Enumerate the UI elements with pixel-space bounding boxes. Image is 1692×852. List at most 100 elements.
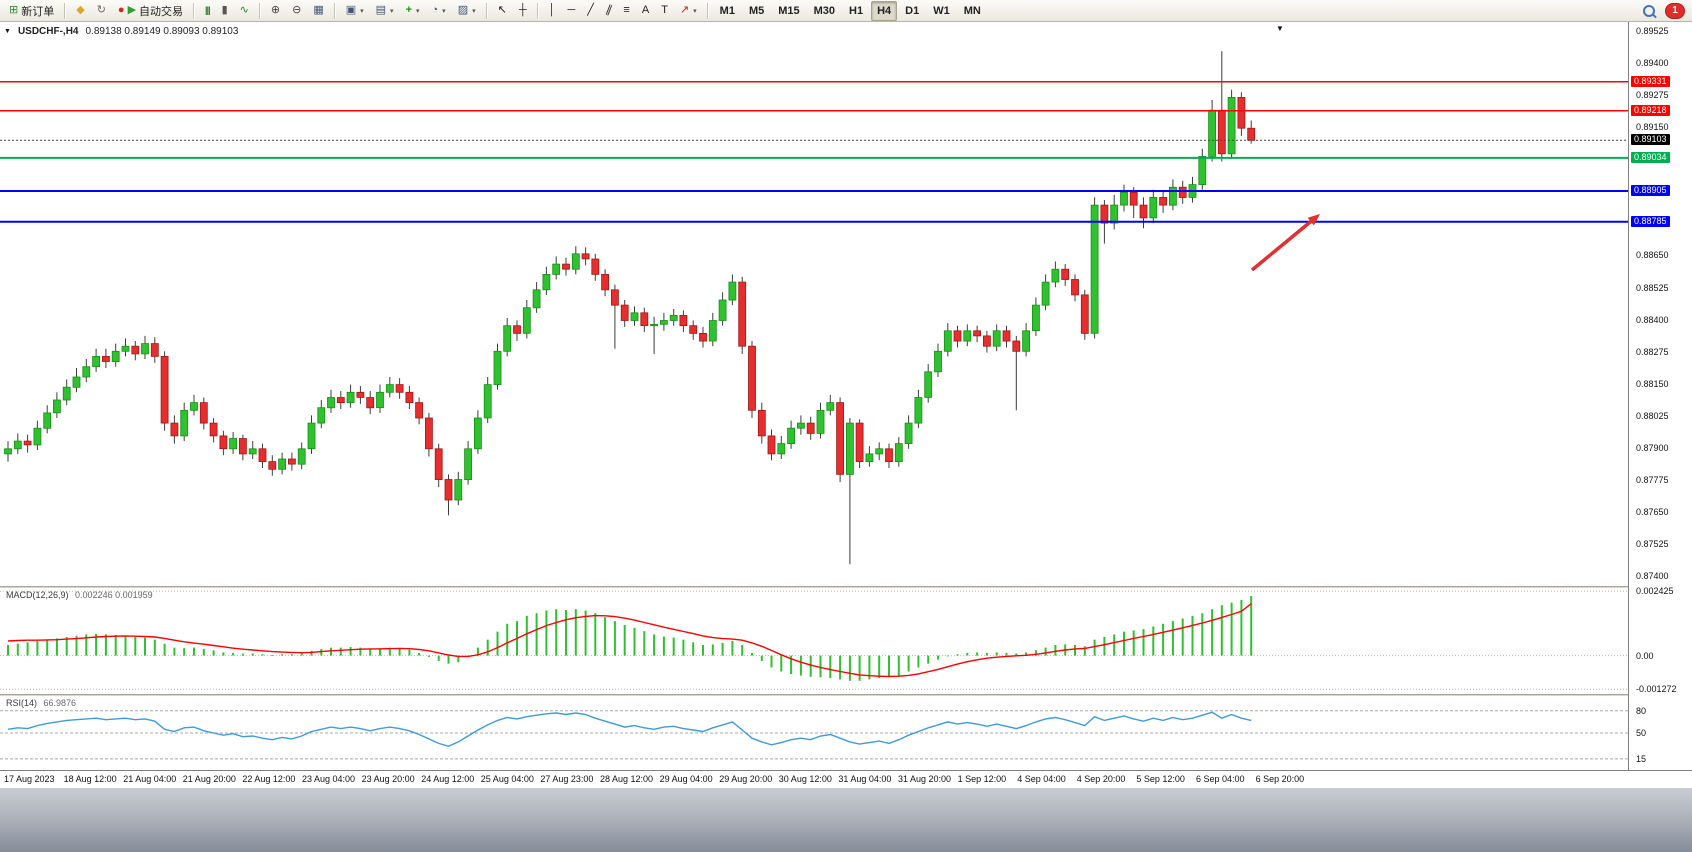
price-tick: 0.87400 bbox=[1636, 571, 1669, 581]
channel-button[interactable]: ∥ bbox=[601, 1, 617, 21]
time-label: 25 Aug 04:00 bbox=[480, 774, 534, 784]
line-chart-button[interactable]: ∿ bbox=[235, 1, 254, 21]
bar-chart-icon: ||| bbox=[205, 5, 210, 15]
dropdown-caret-icon: ▾ bbox=[360, 7, 364, 15]
trendline-icon: ╱ bbox=[587, 4, 594, 16]
timeframe-h4-button-label: H4 bbox=[877, 4, 892, 17]
templates-button[interactable]: ▨ ▾ bbox=[453, 1, 481, 21]
price-badge-0.89218[interactable]: 0.89218 bbox=[1631, 104, 1670, 116]
main-chart[interactable] bbox=[0, 22, 1628, 586]
macd-axis-tick: 0.00 bbox=[1636, 650, 1654, 661]
time-label: 31 Aug 20:00 bbox=[898, 774, 952, 784]
price-badge-0.88785[interactable]: 0.88785 bbox=[1631, 215, 1670, 227]
autotrading-button[interactable]: ● ▶ 自动交易 bbox=[113, 1, 188, 21]
time-label: 24 Aug 12:00 bbox=[421, 774, 475, 784]
chart-plots: ▼ USDCHF-,H4 0.89138 0.89149 0.89093 0.8… bbox=[0, 22, 1628, 770]
macd-panel[interactable] bbox=[0, 588, 1628, 694]
panel-separator[interactable] bbox=[0, 694, 1628, 696]
autotrading-button-label: 自动交易 bbox=[139, 5, 184, 18]
charts-grid-button[interactable]: ◆ bbox=[71, 1, 89, 21]
label-button[interactable]: T bbox=[656, 1, 673, 21]
new-chart-button[interactable]: ▣ ▾ bbox=[341, 1, 369, 21]
search-icon bbox=[1643, 4, 1655, 17]
rsi-panel[interactable] bbox=[0, 696, 1628, 770]
price-tick: 0.89400 bbox=[1636, 58, 1669, 69]
price-tick: 0.87525 bbox=[1636, 538, 1669, 549]
text-button[interactable]: A bbox=[637, 1, 654, 21]
timeframe-m1-button[interactable]: M1 bbox=[714, 1, 741, 21]
price-tick: 0.89150 bbox=[1636, 122, 1669, 133]
zoom-out-button[interactable]: ⊖ bbox=[287, 1, 306, 21]
time-label: 23 Aug 04:00 bbox=[302, 774, 356, 784]
timeframe-mn-button[interactable]: MN bbox=[958, 1, 987, 21]
candlestick-button[interactable]: ▮ bbox=[217, 1, 233, 21]
time-label: 27 Aug 23:00 bbox=[540, 774, 594, 784]
toolbar-separator bbox=[333, 2, 336, 19]
time-label: 5 Sep 12:00 bbox=[1136, 774, 1185, 784]
trendline-button[interactable]: ╱ bbox=[582, 1, 599, 21]
fibonacci-button[interactable]: ≡ bbox=[618, 1, 634, 21]
price-tick: 0.87775 bbox=[1636, 474, 1669, 485]
bar-chart-button[interactable]: ||| bbox=[200, 1, 215, 21]
panel-separator[interactable] bbox=[0, 586, 1628, 588]
scroll-to-end-icon[interactable]: ▼ bbox=[1276, 24, 1284, 33]
timeframe-d1-button[interactable]: D1 bbox=[899, 1, 925, 21]
horizontal-line-button[interactable]: ─ bbox=[563, 1, 581, 21]
indicators-icon: + bbox=[405, 4, 412, 16]
price-badge-0.89034[interactable]: 0.89034 bbox=[1631, 151, 1670, 163]
tile-windows-button[interactable]: ▦ bbox=[308, 1, 328, 21]
horizontal-line-icon: ─ bbox=[567, 4, 576, 16]
time-label: 6 Sep 04:00 bbox=[1196, 774, 1245, 784]
price-tick: 0.88525 bbox=[1636, 282, 1669, 293]
periods-button[interactable]: ◔ ▾ bbox=[427, 1, 451, 21]
timeframe-m30-button[interactable]: M30 bbox=[808, 1, 841, 21]
timeframe-mn-button-label: MN bbox=[963, 4, 981, 17]
price-tick: 0.89275 bbox=[1636, 90, 1669, 101]
refresh-icon: ↻ bbox=[96, 4, 106, 16]
toolbar-buttons: ⊞ 新订单 ◆ ↻ ● ▶ 自动交易 ||| ▮ ∿ ⊕ ⊖ ▦ ▣ ▾ ▤ ▾ + ▾ ◔ ▾ ▨ ▾ ↖ ┼ │ ─ ╱ ∥ ≡ A T ↗… bbox=[3, 0, 1637, 21]
search-button[interactable] bbox=[1638, 1, 1660, 21]
time-label: 29 Aug 04:00 bbox=[659, 774, 713, 784]
timeframe-w1-button[interactable]: W1 bbox=[927, 1, 956, 21]
timeframe-m15-button[interactable]: M15 bbox=[772, 1, 805, 21]
arrows-button[interactable]: ↗ ▾ bbox=[675, 1, 702, 21]
vertical-line-button[interactable]: │ bbox=[544, 1, 561, 21]
price-tick: 0.87650 bbox=[1636, 506, 1669, 517]
zoom-in-button[interactable]: ⊕ bbox=[266, 1, 285, 21]
rsi-axis-tick: 50 bbox=[1636, 728, 1647, 738]
macd-axis-tick: -0.001272 bbox=[1636, 684, 1677, 695]
price-badge-0.88905[interactable]: 0.88905 bbox=[1631, 185, 1670, 196]
time-label: 31 Aug 04:00 bbox=[838, 774, 892, 784]
price-axis[interactable]: 0.89525 0.89400 0.89275 0.89150 0.88650 0.885… bbox=[1628, 22, 1692, 770]
zoom-out-icon: ⊖ bbox=[292, 4, 302, 16]
price-badge-0.89103[interactable]: 0.89103 bbox=[1631, 134, 1670, 146]
crosshair-button[interactable]: ┼ bbox=[514, 1, 532, 21]
refresh-button[interactable]: ↻ bbox=[92, 1, 111, 21]
toolbar-separator bbox=[485, 2, 488, 19]
new-order-button[interactable]: ⊞ 新订单 bbox=[4, 1, 59, 21]
cursor-button[interactable]: ↖ bbox=[493, 1, 512, 21]
toolbar-separator bbox=[193, 2, 196, 19]
time-label: 18 Aug 12:00 bbox=[63, 774, 117, 784]
indicators-button[interactable]: + ▾ bbox=[401, 1, 425, 21]
time-label: 22 Aug 12:00 bbox=[242, 774, 296, 784]
timeframe-m1-button-label: M1 bbox=[719, 4, 735, 17]
vertical-line-icon: │ bbox=[548, 4, 556, 16]
fibonacci-icon: ≡ bbox=[623, 4, 630, 16]
timeframe-h4-button[interactable]: H4 bbox=[871, 0, 898, 21]
price-badge-0.89331[interactable]: 0.89331 bbox=[1631, 75, 1670, 87]
channel-icon: ∥ bbox=[604, 3, 614, 17]
price-tick: 0.88650 bbox=[1636, 250, 1669, 261]
notification-badge[interactable]: 1 bbox=[1665, 2, 1685, 19]
time-axis[interactable]: 17 Aug 2023 18 Aug 12:00 21 Aug 04:00 21 Au… bbox=[0, 770, 1692, 788]
timeframe-w1-button-label: W1 bbox=[933, 4, 950, 17]
toolbar-separator bbox=[706, 2, 709, 19]
rsi-axis-tick: 15 bbox=[1636, 753, 1647, 764]
price-tick: 0.88025 bbox=[1636, 410, 1669, 421]
profiles-button[interactable]: ▤ ▾ bbox=[371, 1, 399, 21]
timeframe-m30-button-label: M30 bbox=[813, 4, 836, 17]
timeframe-h1-button[interactable]: H1 bbox=[843, 1, 869, 21]
timeframe-m5-button[interactable]: M5 bbox=[743, 1, 770, 21]
price-tick: 0.89525 bbox=[1636, 26, 1669, 36]
toolbar-right: 1 bbox=[1637, 1, 1689, 21]
